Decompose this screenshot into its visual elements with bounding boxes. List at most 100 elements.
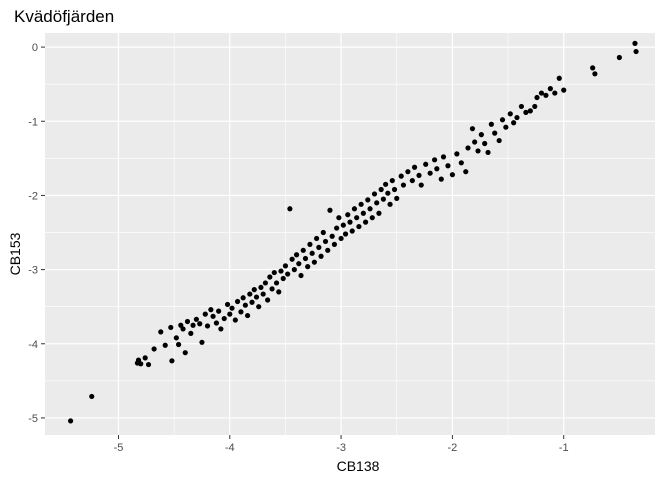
data-point bbox=[496, 137, 502, 144]
data-point bbox=[556, 75, 562, 81]
data-point bbox=[175, 341, 182, 348]
data-point bbox=[561, 87, 567, 93]
data-point bbox=[298, 272, 304, 279]
data-point bbox=[311, 259, 317, 265]
data-point bbox=[445, 163, 451, 169]
data-point bbox=[293, 252, 300, 258]
data-point bbox=[518, 103, 525, 110]
data-point bbox=[400, 182, 407, 188]
data-point bbox=[472, 139, 478, 145]
data-point bbox=[427, 170, 433, 176]
data-point bbox=[190, 322, 196, 328]
data-point bbox=[68, 418, 74, 424]
data-point bbox=[169, 358, 175, 364]
data-point bbox=[358, 201, 364, 207]
data-point bbox=[527, 108, 533, 114]
data-point bbox=[454, 151, 460, 157]
data-point bbox=[193, 316, 199, 322]
data-point bbox=[482, 140, 488, 147]
data-point bbox=[249, 299, 255, 305]
data-point bbox=[218, 326, 224, 332]
data-point bbox=[354, 215, 360, 221]
data-point bbox=[162, 342, 168, 348]
data-point bbox=[391, 186, 398, 193]
data-point bbox=[291, 267, 297, 273]
data-point bbox=[458, 160, 464, 166]
data-point bbox=[514, 114, 520, 121]
data-point bbox=[469, 126, 476, 132]
data-point bbox=[208, 307, 214, 313]
data-point bbox=[633, 48, 639, 55]
data-point bbox=[418, 182, 424, 188]
plot-panel bbox=[45, 33, 655, 435]
data-point bbox=[188, 330, 194, 336]
data-point bbox=[251, 287, 257, 293]
data-point bbox=[351, 206, 358, 212]
data-point bbox=[210, 313, 216, 319]
data-point bbox=[409, 177, 415, 184]
data-point bbox=[224, 301, 231, 308]
data-point bbox=[316, 244, 322, 250]
data-point bbox=[238, 309, 244, 315]
data-point bbox=[307, 241, 313, 247]
data-point bbox=[485, 149, 491, 156]
data-point bbox=[327, 207, 333, 213]
data-point bbox=[405, 169, 411, 175]
data-point bbox=[265, 297, 271, 303]
data-point bbox=[423, 161, 429, 167]
data-point bbox=[389, 177, 395, 184]
data-point bbox=[325, 247, 331, 253]
data-point bbox=[242, 302, 248, 308]
data-point bbox=[374, 200, 380, 206]
data-point bbox=[632, 40, 638, 46]
data-point bbox=[276, 289, 282, 295]
data-point bbox=[449, 172, 456, 178]
data-point bbox=[260, 291, 266, 297]
y-tick-label: 0 bbox=[32, 42, 38, 54]
data-point bbox=[385, 190, 391, 196]
data-point bbox=[334, 225, 340, 231]
data-points bbox=[68, 40, 639, 424]
data-point bbox=[302, 255, 309, 262]
data-point bbox=[262, 280, 269, 286]
data-point bbox=[342, 231, 349, 237]
y-tick-label: -5 bbox=[28, 413, 38, 425]
x-tick-label: -3 bbox=[336, 442, 346, 454]
data-point bbox=[184, 318, 191, 325]
major-gridlines bbox=[45, 33, 655, 435]
data-point bbox=[345, 212, 351, 218]
data-point bbox=[305, 264, 311, 270]
data-point bbox=[320, 229, 326, 236]
data-point bbox=[532, 103, 538, 110]
data-point bbox=[173, 335, 179, 341]
data-point bbox=[394, 195, 400, 201]
data-point bbox=[182, 350, 188, 356]
data-point bbox=[322, 238, 329, 245]
data-point bbox=[438, 176, 444, 182]
data-point bbox=[547, 86, 553, 92]
data-point bbox=[158, 329, 164, 335]
data-point bbox=[300, 247, 306, 253]
y-axis-ticks: -5 -4 -3 -2 -1 0 bbox=[28, 42, 45, 425]
data-point bbox=[411, 164, 418, 170]
data-point bbox=[511, 120, 517, 126]
data-point bbox=[227, 311, 233, 317]
data-point bbox=[347, 219, 353, 225]
data-point bbox=[240, 295, 246, 301]
data-point bbox=[199, 339, 205, 345]
data-point bbox=[331, 241, 338, 247]
data-point bbox=[180, 326, 186, 332]
data-point bbox=[543, 92, 549, 98]
data-point bbox=[416, 172, 422, 179]
y-axis-title: CB153 bbox=[7, 232, 23, 275]
data-point bbox=[503, 124, 509, 130]
data-point bbox=[478, 132, 484, 138]
data-point bbox=[340, 222, 346, 228]
data-point bbox=[256, 304, 262, 310]
data-point bbox=[253, 294, 260, 300]
data-point bbox=[349, 228, 355, 234]
x-tick-label: -2 bbox=[448, 442, 458, 454]
data-point bbox=[434, 166, 440, 172]
x-axis-ticks: -5 -4 -3 -2 -1 bbox=[114, 435, 569, 454]
data-point bbox=[465, 145, 471, 151]
